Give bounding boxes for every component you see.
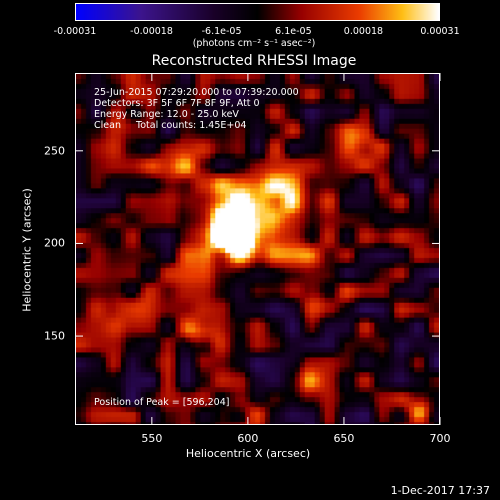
y-tick-label: 200 [44, 236, 65, 250]
x-tick-label: 550 [141, 432, 163, 445]
colorbar-tick-label: -0.00031 [53, 26, 97, 37]
colorbar-gradient [76, 4, 439, 20]
colorbar-tick-label: 6.1e-05 [275, 26, 312, 37]
colorbar-tick-label: 0.00018 [343, 26, 384, 37]
y-axis-label: Heliocentric Y (arcsec) [20, 188, 34, 312]
plot-area: 25-Jun-2015 07:29:20.000 to 07:39:20.000… [75, 73, 440, 425]
peak-position-label: Position of Peak = [596,204] [94, 397, 230, 408]
x-tick-label: 600 [237, 432, 259, 445]
y-tick-label: 250 [44, 144, 65, 158]
colorbar [75, 3, 440, 21]
heatmap-image [76, 74, 439, 424]
info-detectors: Detectors: 3F 5F 6F 7F 8F 9F, Att 0 [94, 98, 260, 109]
colorbar-tick-label: 0.00031 [420, 26, 460, 37]
info-total-counts: Clean Total counts: 1.45E+04 [94, 120, 247, 131]
date-stamp: 1-Dec-2017 17:37 [390, 484, 490, 497]
chart-title: Reconstructed RHESSI Image [151, 53, 357, 69]
colorbar-tick-label: -0.00018 [130, 26, 173, 37]
colorbar-units: (photons cm⁻² s⁻¹ asec⁻²) [192, 38, 316, 49]
y-tick-label: 150 [44, 329, 65, 343]
colorbar-tick-label: -6.1e-05 [201, 26, 242, 37]
info-time-range: 25-Jun-2015 07:29:20.000 to 07:39:20.000 [94, 87, 299, 98]
x-axis-label: Heliocentric X (arcsec) [185, 447, 311, 460]
x-tick-label: 700 [429, 432, 451, 445]
info-energy-range: Energy Range: 12.0 - 25.0 keV [94, 109, 239, 120]
x-tick-label: 650 [333, 432, 355, 445]
